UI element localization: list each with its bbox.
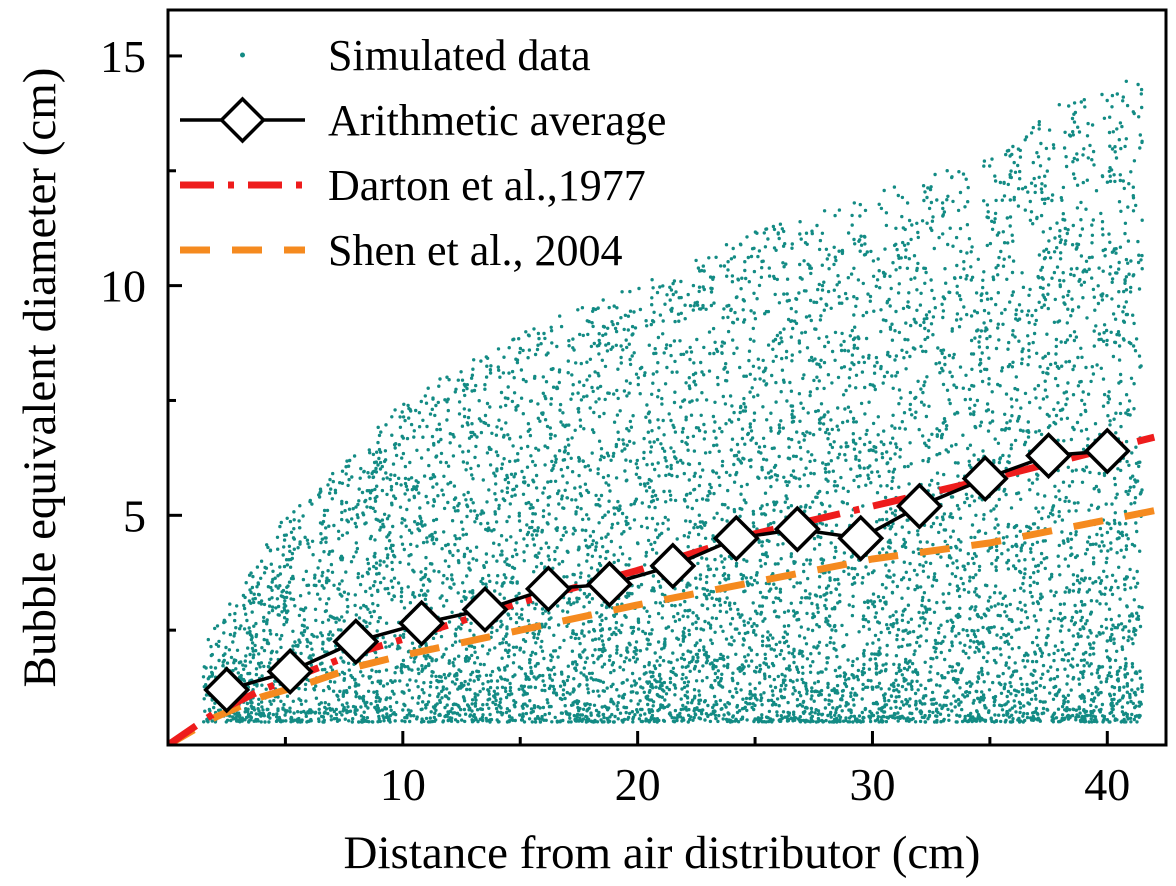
legend-label: Arithmetic average — [328, 96, 666, 145]
x-tick-labels: 10 20 30 40 — [380, 759, 1130, 810]
average-marker — [1083, 427, 1131, 475]
x-tick-label: 40 — [1084, 759, 1130, 810]
legend-label: Darton et al.,1977 — [328, 161, 646, 210]
legend-scatter-swatch — [240, 52, 245, 58]
average-marker — [398, 599, 446, 647]
average-marker — [524, 565, 572, 613]
y-tick-label: 15 — [100, 31, 146, 82]
darton-series — [168, 433, 1156, 745]
average-marker — [461, 586, 509, 633]
legend-item: Darton et al.,1977 — [180, 161, 646, 210]
average-marker — [961, 455, 1009, 503]
average-marker — [203, 666, 251, 714]
legend-label: Shen et al., 2004 — [328, 226, 623, 275]
x-tick-label: 30 — [849, 759, 895, 810]
legend-item: Simulated data — [240, 31, 591, 80]
legend-average-marker — [219, 96, 266, 144]
darton-line — [168, 433, 1156, 745]
x-tick-label: 10 — [380, 759, 426, 810]
average-marker — [895, 482, 943, 530]
y-axis-title: Bubble equivalent diameter (cm) — [14, 68, 66, 688]
shen-line — [168, 507, 1155, 745]
axis-ticks — [168, 54, 1109, 745]
plot-frame — [166, 8, 1168, 747]
shen-series — [168, 507, 1155, 745]
average-marker — [837, 514, 885, 562]
average-marker — [332, 618, 380, 666]
y-tick-label: 10 — [100, 261, 146, 312]
average-series — [203, 427, 1131, 714]
legend-item: Shen et al., 2004 — [180, 226, 623, 275]
x-tick-label: 20 — [615, 759, 661, 810]
average-marker — [585, 560, 633, 608]
legend: Simulated data Arithmetic average Darton e… — [180, 31, 666, 275]
average-marker — [773, 505, 821, 553]
average-marker — [712, 514, 760, 562]
average-marker — [1025, 432, 1073, 480]
average-marker — [266, 648, 314, 695]
legend-label: Simulated data — [328, 31, 591, 80]
y-tick-labels: 5 10 15 — [100, 31, 146, 541]
average-marker — [649, 542, 697, 590]
x-axis-title: Distance from air distributor (cm) — [344, 827, 981, 879]
legend-item: Arithmetic average — [180, 96, 666, 145]
y-tick-label: 5 — [123, 490, 146, 541]
